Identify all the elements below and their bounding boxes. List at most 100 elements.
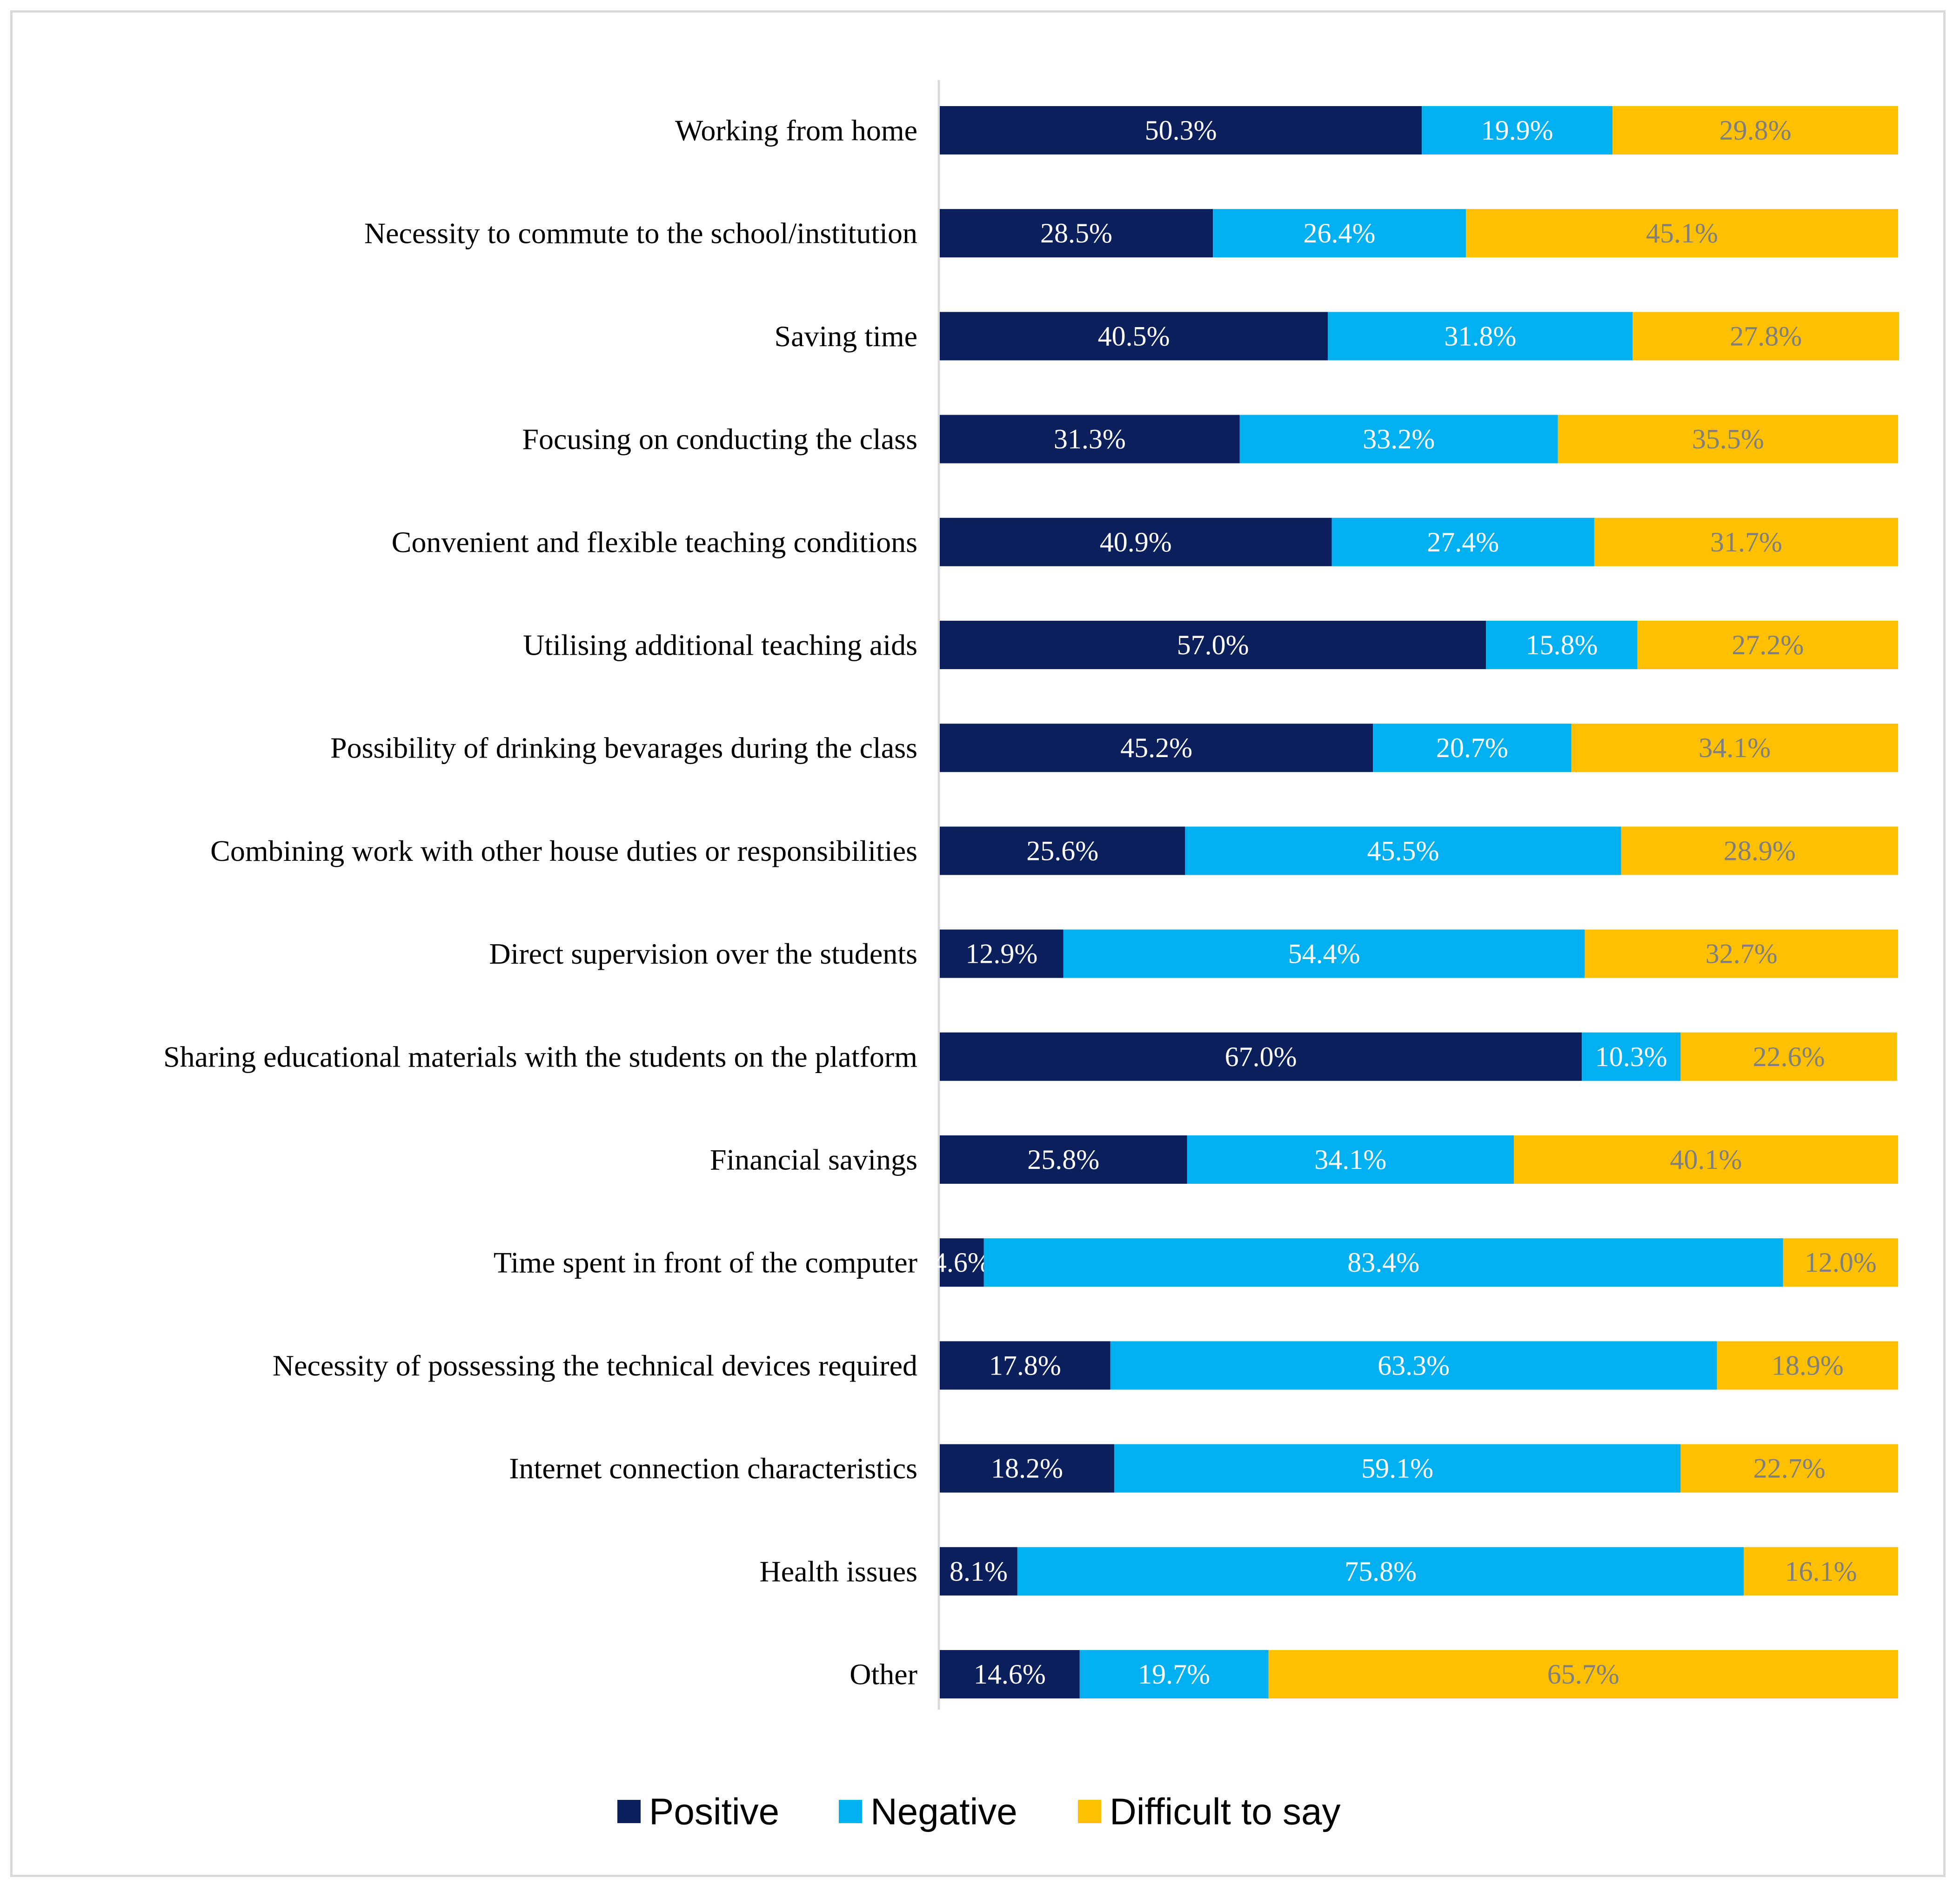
bar-positive — [940, 517, 1332, 566]
bar-positive — [940, 312, 1328, 361]
data-label-difficult-to-say: 18.9% — [1772, 1350, 1844, 1381]
data-label-positive: 4.6% — [933, 1247, 991, 1278]
bar-negative — [1373, 724, 1572, 772]
category-label: Convenient and flexible teaching conditi… — [392, 525, 917, 558]
data-label-positive: 45.2% — [1120, 732, 1192, 763]
legend-label-difficult-to-say: Difficult to say — [1110, 1791, 1340, 1832]
data-label-difficult-to-say: 28.9% — [1724, 835, 1796, 866]
data-label-negative: 19.9% — [1481, 115, 1553, 146]
category-label: Health issues — [760, 1555, 918, 1588]
bar-positive — [940, 1341, 1110, 1390]
data-label-positive: 25.8% — [1027, 1144, 1099, 1175]
bar-negative — [1331, 517, 1594, 566]
legend-label-negative: Negative — [870, 1791, 1017, 1832]
bar-positive — [940, 1547, 1017, 1596]
bar-positive — [940, 724, 1373, 772]
bar-difficult-to-say — [1571, 724, 1898, 772]
bar-negative — [1422, 106, 1613, 154]
data-label-negative: 15.8% — [1525, 630, 1598, 660]
chart-frame: Working from home Necessity to commute to… — [10, 10, 1946, 1877]
bar-difficult-to-say — [1268, 1650, 1898, 1698]
bar-difficult-to-say — [1621, 826, 1898, 875]
stacked-bar-chart: Working from home Necessity to commute to… — [163, 80, 1900, 1832]
data-label-negative: 27.4% — [1427, 527, 1499, 557]
bar-negative — [1486, 621, 1638, 669]
category-label: Sharing educational materials with the s… — [163, 1040, 917, 1073]
data-label-negative: 19.7% — [1138, 1659, 1210, 1690]
data-label-positive: 67.0% — [1225, 1041, 1297, 1072]
data-label-difficult-to-say: 65.7% — [1547, 1659, 1619, 1690]
bars: 50.3% 19.9% 29.8% 28.5% 26.4% 45.1% 40.5% 31.8%… — [933, 106, 1900, 1698]
bar-positive — [940, 621, 1486, 669]
bar-difficult-to-say — [1744, 1547, 1898, 1596]
data-label-positive: 14.6% — [974, 1659, 1046, 1690]
bar-difficult-to-say — [1783, 1238, 1898, 1287]
bar-positive — [940, 826, 1185, 875]
legend: Positive Negative Difficult to say — [617, 1791, 1340, 1832]
category-label: Necessity of possessing the technical de… — [273, 1349, 917, 1382]
category-label: Focusing on conducting the class — [522, 423, 917, 456]
data-label-difficult-to-say: 16.1% — [1785, 1556, 1857, 1587]
bar-difficult-to-say — [1680, 1444, 1898, 1493]
data-label-difficult-to-say: 32.7% — [1706, 939, 1778, 969]
bar-positive — [940, 1444, 1114, 1493]
data-label-negative: 83.4% — [1347, 1247, 1419, 1278]
data-label-difficult-to-say: 12.0% — [1805, 1247, 1877, 1278]
data-label-difficult-to-say: 34.1% — [1699, 732, 1771, 763]
data-label-positive: 31.3% — [1054, 424, 1126, 455]
bar-negative — [1114, 1444, 1681, 1493]
bar-negative — [983, 1238, 1783, 1287]
category-label: Direct supervision over the students — [489, 937, 917, 970]
bar-negative — [1110, 1341, 1717, 1390]
bar-difficult-to-say — [1680, 1032, 1897, 1081]
bar-positive — [940, 929, 1064, 978]
legend-label-positive: Positive — [649, 1791, 779, 1832]
data-label-difficult-to-say: 27.8% — [1730, 321, 1802, 351]
data-label-negative: 31.8% — [1444, 321, 1516, 351]
bar-negative — [1017, 1547, 1744, 1596]
data-label-positive: 40.5% — [1098, 321, 1170, 351]
bar-negative — [1063, 929, 1585, 978]
data-label-positive: 57.0% — [1177, 630, 1249, 660]
data-label-difficult-to-say: 35.5% — [1692, 424, 1764, 455]
bar-positive — [940, 1032, 1582, 1081]
category-label: Time spent in front of the computer — [494, 1246, 917, 1279]
category-label: Saving time — [774, 320, 917, 353]
bar-difficult-to-say — [1513, 1135, 1898, 1184]
data-label-negative: 54.4% — [1288, 939, 1360, 969]
data-label-positive: 50.3% — [1145, 115, 1217, 146]
bar-positive — [940, 415, 1240, 463]
data-label-negative: 45.5% — [1367, 835, 1439, 866]
data-label-positive: 28.5% — [1040, 218, 1112, 248]
bar-negative — [1582, 1032, 1681, 1081]
bar-difficult-to-say — [1558, 415, 1898, 463]
data-label-difficult-to-say: 31.7% — [1710, 527, 1782, 557]
data-label-positive: 40.9% — [1100, 527, 1172, 557]
data-label-positive: 8.1% — [950, 1556, 1008, 1587]
legend-swatch-positive — [617, 1800, 641, 1823]
data-label-negative: 34.1% — [1314, 1144, 1386, 1175]
category-label: Utilising additional teaching aids — [523, 629, 917, 662]
data-label-negative: 75.8% — [1345, 1556, 1417, 1587]
category-label: Necessity to commute to the school/insti… — [364, 217, 917, 250]
category-label: Working from home — [675, 114, 917, 147]
legend-swatch-negative — [839, 1800, 862, 1823]
data-label-negative: 33.2% — [1363, 424, 1435, 455]
bar-difficult-to-say — [1594, 517, 1898, 566]
bar-negative — [1328, 312, 1633, 361]
data-label-negative: 10.3% — [1595, 1041, 1667, 1072]
legend-swatch-difficult-to-say — [1078, 1800, 1101, 1823]
bar-difficult-to-say — [1632, 312, 1900, 361]
bar-positive — [940, 209, 1213, 258]
data-label-negative: 59.1% — [1361, 1453, 1433, 1484]
bar-difficult-to-say — [1612, 106, 1898, 154]
bar-difficult-to-say — [1637, 621, 1898, 669]
data-label-positive: 12.9% — [965, 939, 1037, 969]
data-label-negative: 20.7% — [1436, 732, 1508, 763]
data-label-difficult-to-say: 27.2% — [1732, 630, 1804, 660]
category-label: Combining work with other house duties o… — [210, 834, 917, 867]
bar-negative — [1185, 826, 1621, 875]
data-label-positive: 18.2% — [991, 1453, 1063, 1484]
data-label-difficult-to-say: 40.1% — [1670, 1144, 1742, 1175]
bar-difficult-to-say — [1585, 929, 1898, 978]
